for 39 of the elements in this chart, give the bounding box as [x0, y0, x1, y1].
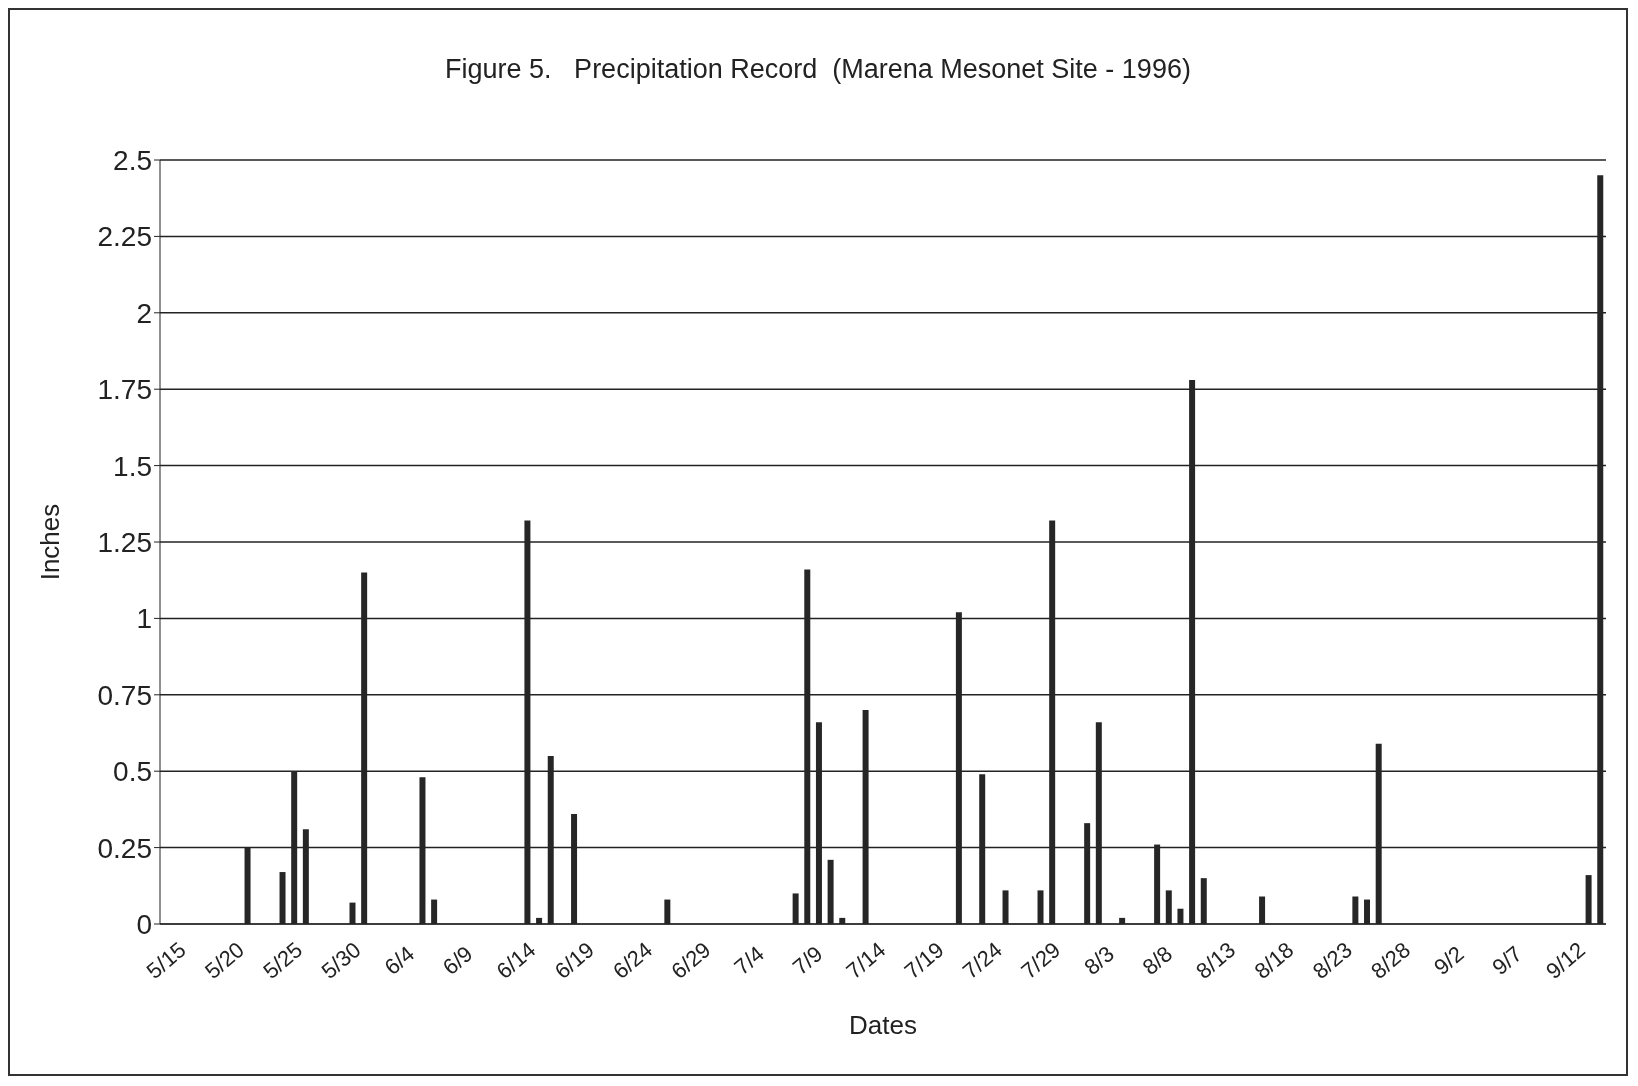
- x-tick-label: 7/24: [958, 937, 1007, 984]
- x-tick-label: 6/19: [549, 937, 599, 984]
- y-tick-label: 0.5: [113, 756, 152, 788]
- x-tick-label: 5/15: [141, 937, 191, 984]
- x-tick-label: 7/9: [787, 940, 828, 980]
- x-tick-label: 5/25: [258, 937, 308, 984]
- y-tick-label: 1.25: [97, 526, 152, 558]
- chart-title: Figure 5. Precipitation Record (Marena Mesonet Site - 1996): [444, 54, 1192, 85]
- x-tick-label: 7/29: [1016, 937, 1066, 984]
- x-tick-label: 5/30: [316, 937, 366, 984]
- x-tick-label: 7/14: [841, 937, 891, 984]
- x-tick-label: 6/9: [437, 940, 478, 980]
- x-axis-title: Dates: [849, 1010, 917, 1040]
- x-tick-label: 9/2: [1429, 940, 1469, 980]
- y-tick-label: 0.25: [97, 832, 152, 864]
- x-tick-label: 9/7: [1487, 940, 1527, 980]
- x-tick-label: 6/14: [491, 937, 541, 984]
- x-tick-label: 7/19: [899, 937, 949, 984]
- y-axis-title: Inches: [35, 503, 66, 581]
- y-tick-label: 1.5: [113, 450, 152, 482]
- x-tick-label: 8/8: [1137, 940, 1178, 980]
- y-tick-label: 2.25: [97, 221, 152, 253]
- x-tick-label: 8/13: [1191, 937, 1241, 984]
- y-tick-label: 2: [136, 297, 152, 329]
- x-tick-label: 5/20: [200, 937, 249, 984]
- y-tick-label: 0: [136, 908, 152, 940]
- x-tick-label: 7/4: [729, 940, 769, 980]
- x-tick-label: 6/29: [666, 937, 716, 984]
- y-tick-label: 0.75: [97, 679, 152, 711]
- x-tick-label: 9/12: [1541, 937, 1590, 984]
- y-tick-label: 1.75: [97, 374, 152, 406]
- x-tick-label: 6/24: [608, 937, 658, 984]
- x-tick-label: 8/3: [1079, 940, 1119, 980]
- x-tick-label: 8/18: [1249, 937, 1299, 984]
- x-tick-label: 6/4: [379, 940, 420, 980]
- y-tick-label: 1: [136, 603, 152, 635]
- x-tick-label: 8/28: [1366, 937, 1416, 984]
- y-tick-label: 2.5: [113, 144, 152, 176]
- x-tick-label: 8/23: [1307, 937, 1357, 984]
